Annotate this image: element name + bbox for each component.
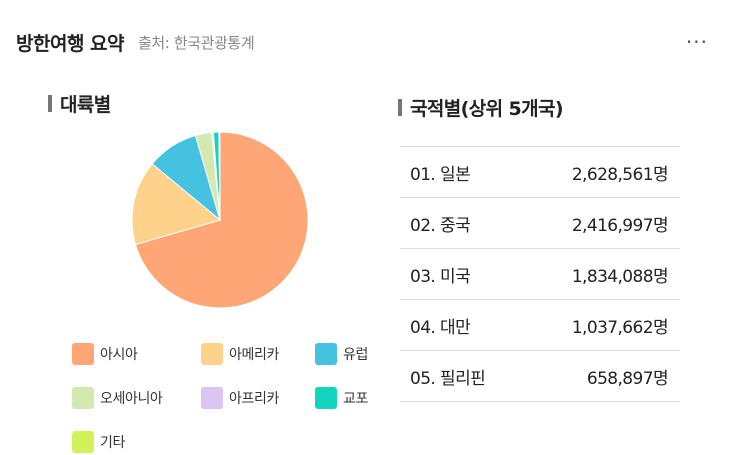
pie-slice: [134, 131, 309, 309]
pie-slice: [218, 131, 221, 221]
legend-label: 기타: [100, 435, 125, 451]
summary-header: 방한여행 요약 출처: 한국관광통계 ···: [16, 24, 718, 60]
legend-swatch: [201, 343, 223, 365]
ranking-row: 01. 일본 2,628,561명: [400, 147, 680, 198]
ranking-country: 05. 필리핀: [410, 368, 486, 389]
legend-item: 기타: [72, 431, 125, 453]
ranking-country: 01. 일본: [410, 164, 471, 185]
legend-item: 오세아니아: [72, 387, 163, 409]
ranking-count: 2,628,561명: [571, 164, 669, 185]
continent-section-title: 대륙별: [48, 90, 111, 117]
legend-swatch: [72, 343, 94, 365]
continent-pie-chart: [131, 131, 309, 309]
legend-label: 아프리카: [229, 391, 279, 407]
ranking-count: 2,416,997명: [571, 215, 669, 236]
legend-label: 유럽: [343, 347, 368, 363]
legend-label: 오세아니아: [100, 391, 163, 407]
nation-section-title: 국적별(상위 5개국): [398, 94, 564, 121]
page-title: 방한여행 요약: [16, 32, 125, 55]
section-marker: [48, 95, 52, 112]
legend-swatch: [72, 431, 94, 453]
ranking-count: 1,834,088명: [571, 266, 669, 287]
legend-item: 아시아: [72, 343, 138, 365]
legend-label: 아시아: [100, 347, 138, 363]
ranking-row: 02. 중국 2,416,997명: [400, 198, 680, 249]
legend-item: 아메리카: [201, 343, 279, 365]
source-note: 출처: 한국관광통계: [138, 33, 255, 52]
legend-swatch: [315, 387, 337, 409]
ranking-country: 02. 중국: [410, 215, 471, 236]
legend-label: 아메리카: [229, 347, 279, 363]
ranking-row: 03. 미국 1,834,088명: [400, 249, 680, 300]
nation-title-text: 국적별(상위 5개국): [410, 98, 564, 120]
continent-title-text: 대륙별: [60, 94, 111, 116]
ranking-row: 05. 필리핀 658,897명: [400, 351, 680, 402]
legend-swatch: [72, 387, 94, 409]
legend-swatch: [315, 343, 337, 365]
ranking-row: 04. 대만 1,037,662명: [400, 300, 680, 351]
ranking-country: 04. 대만: [410, 317, 471, 338]
legend-label: 교포: [343, 391, 368, 407]
nation-ranking-list: 01. 일본 2,628,561명 02. 중국 2,416,997명 03. …: [400, 146, 680, 402]
ranking-count: 658,897명: [586, 368, 669, 389]
legend-swatch: [201, 387, 223, 409]
section-marker: [398, 99, 402, 116]
more-menu-icon[interactable]: ···: [685, 30, 708, 54]
pie-slice: [131, 163, 222, 246]
legend-item: 교포: [315, 387, 368, 409]
legend-item: 아프리카: [201, 387, 279, 409]
legend-item: 유럽: [315, 343, 368, 365]
ranking-count: 1,037,662명: [571, 317, 669, 338]
ranking-country: 03. 미국: [410, 266, 471, 287]
